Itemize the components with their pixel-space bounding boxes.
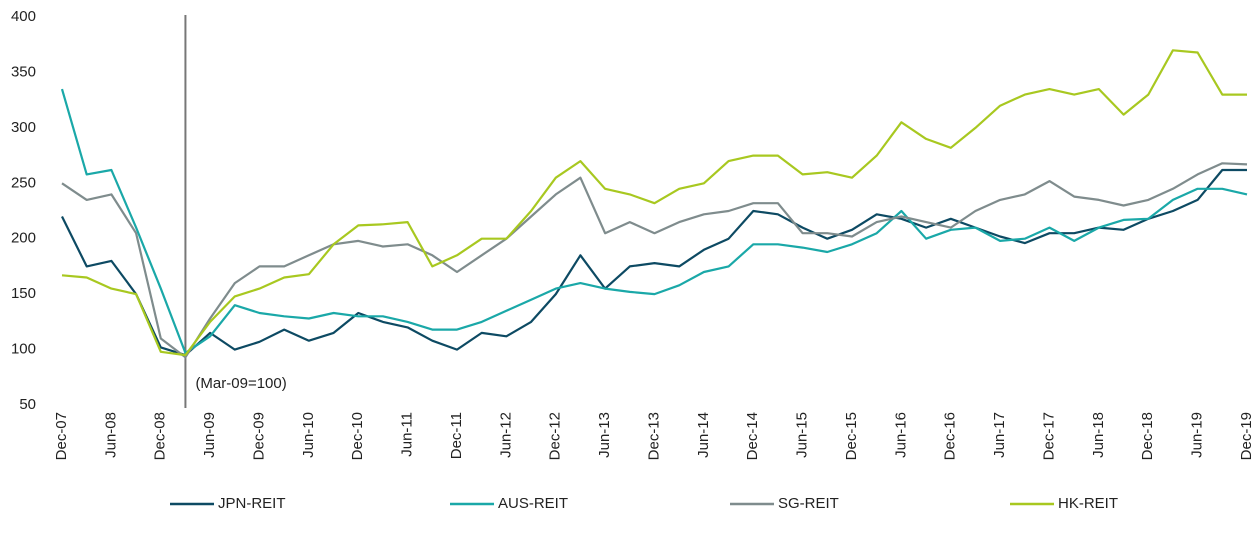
x-tick-label: Dec-19	[1238, 412, 1255, 460]
x-tick-label: Dec-18	[1139, 412, 1156, 460]
y-tick-label: 350	[11, 63, 36, 80]
x-tick-label: Jun-16	[892, 412, 909, 458]
x-tick-label: Jun-14	[695, 412, 712, 458]
x-tick-label: Dec-15	[843, 412, 860, 460]
y-tick-label: 100	[11, 341, 36, 358]
y-tick-label: 400	[11, 8, 36, 25]
x-tick-label: Dec-10	[349, 412, 366, 460]
legend-label: AUS-REIT	[498, 495, 568, 512]
x-tick-label: Dec-07	[53, 412, 70, 460]
x-tick-label: Jun-15	[794, 412, 811, 458]
y-tick-label: 250	[11, 174, 36, 191]
series-line	[61, 162, 1248, 359]
x-tick-label: Dec-14	[744, 412, 761, 460]
x-tick-label: Dec-11	[448, 412, 465, 459]
x-tick-label: Dec-09	[250, 412, 267, 460]
x-tick-label: Jun-09	[201, 412, 218, 458]
series-line	[61, 49, 1247, 357]
x-tick-label: Dec-13	[645, 412, 662, 460]
x-tick-label: Jun-17	[991, 412, 1008, 458]
x-tick-label: Jun-18	[1090, 412, 1107, 458]
annotation: (Mar-09=100)	[195, 375, 286, 392]
y-tick-label: 300	[11, 119, 36, 136]
x-tick-label: Jun-10	[300, 412, 317, 458]
x-tick-label: Jun-11	[399, 412, 416, 457]
x-tick-label: Jun-12	[497, 412, 514, 458]
y-tick-label: 200	[11, 230, 36, 247]
x-tick-label: Dec-08	[152, 412, 169, 460]
y-tick-label: 150	[11, 285, 36, 302]
x-tick-label: Jun-19	[1189, 412, 1206, 458]
x-tick-label: Jun-13	[596, 412, 613, 458]
series-line	[61, 168, 1247, 357]
legend-label: SG-REIT	[778, 495, 839, 512]
x-tick-label: Jun-08	[102, 412, 119, 458]
y-tick-label: 50	[19, 396, 36, 413]
legend-label: HK-REIT	[1058, 495, 1118, 512]
legend-label: JPN-REIT	[218, 495, 286, 512]
x-tick-label: Dec-12	[547, 412, 564, 460]
x-tick-label: Dec-17	[1040, 412, 1057, 460]
x-tick-label: Dec-16	[942, 412, 959, 460]
series-line	[60, 88, 1248, 354]
